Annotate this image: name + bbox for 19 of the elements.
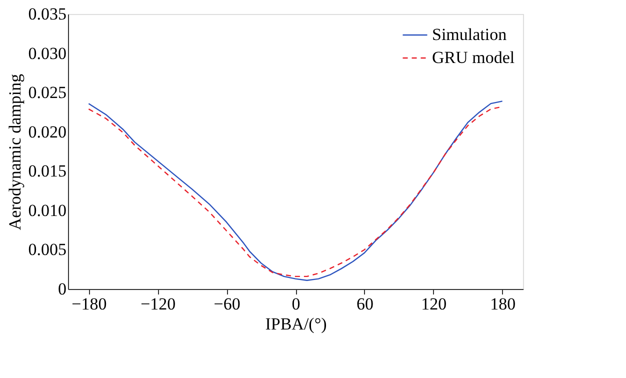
y-tick-label: 0.025 bbox=[28, 83, 66, 102]
x-tick-label: −60 bbox=[214, 294, 240, 314]
x-tick-label: −120 bbox=[140, 294, 176, 314]
x-tick-label: 120 bbox=[421, 294, 447, 314]
legend-label: GRU model bbox=[432, 48, 515, 67]
x-tick-label: 60 bbox=[356, 294, 374, 314]
y-axis-title: Aerodynamic damping bbox=[5, 73, 24, 230]
x-tick-label: 180 bbox=[490, 294, 516, 314]
x-tick-label: 0 bbox=[292, 294, 300, 314]
legend-label: Simulation bbox=[432, 25, 508, 44]
y-tick-label: 0.005 bbox=[28, 240, 66, 260]
x-tick-label: −180 bbox=[72, 294, 107, 314]
x-axis-title: IPBA/(°) bbox=[265, 314, 327, 334]
y-tick-label: 0.010 bbox=[28, 200, 66, 220]
y-tick-label: 0.035 bbox=[28, 4, 66, 24]
y-tick-label: 0 bbox=[58, 280, 66, 298]
y-tick-label: 0.015 bbox=[28, 162, 66, 181]
y-tick-label: 0.030 bbox=[28, 44, 66, 63]
y-tick-label: 0.020 bbox=[28, 122, 66, 142]
